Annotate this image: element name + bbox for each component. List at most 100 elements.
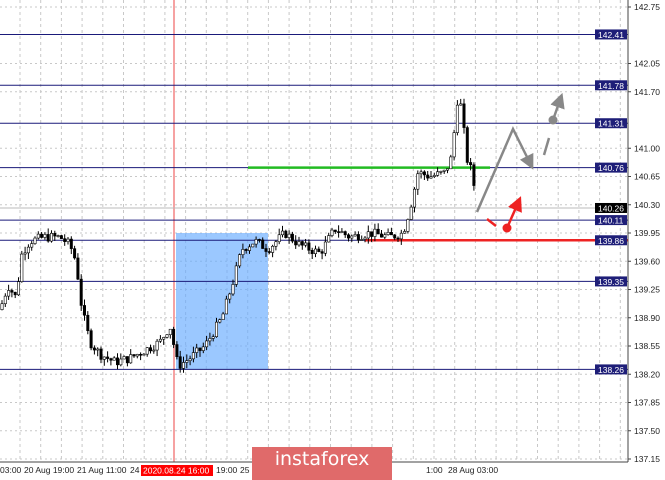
level-price-tag: 141.31 [598,119,624,129]
candle-body [422,171,426,176]
current-price-tag: 140.26 [598,203,624,213]
candle-body [333,229,337,232]
candle-body [10,290,14,293]
current-price-tag-bg [595,202,627,213]
price-tick-label: 137.85 [634,398,660,408]
candle-body [92,347,96,351]
candle-body [79,278,83,306]
candle-body [353,234,357,237]
level-price-tag-bg [595,364,627,375]
level-price-tag: 141.78 [598,81,624,91]
candle-body [162,337,166,340]
price-tick-label: 142.05 [634,59,660,69]
candle-body [158,338,162,342]
candle-body [215,321,219,338]
price-tick-label: 138.20 [634,369,660,379]
level-price-tag: 142.41 [598,30,624,40]
candle-body [455,104,459,133]
candle-body [330,229,334,236]
candle-body [340,231,344,233]
candle-body [297,241,301,246]
candle-body [165,334,169,338]
candle-body [139,353,143,356]
candle-body [112,357,116,361]
logo-text: instaforex [274,448,370,470]
candle-body [280,230,284,236]
level-price-tag: 140.76 [598,163,624,173]
level-price-tag-bg [595,215,627,226]
candle-body [231,284,235,295]
candle-body [393,234,397,239]
candle-body [426,174,430,179]
candle-body [73,248,77,259]
candle-body [135,353,139,357]
price-tick-label: 138.55 [634,341,660,351]
forecast-red-arrow [505,196,522,229]
candle-body [403,231,407,234]
candle-body [224,298,228,315]
time-tick-label: 03:00 [0,465,22,475]
candle-body [40,233,44,238]
candle-body [343,231,347,236]
candle-body [274,241,278,247]
candle-body [228,293,232,300]
candle-body [287,233,291,238]
candle-body [36,233,40,239]
price-tick-label: 141.00 [634,143,660,153]
candle-body [69,238,73,249]
candle-body [452,132,456,158]
candle-body [373,228,377,237]
candle-body [3,295,7,305]
candle-body [277,234,281,243]
candle-body [356,234,360,241]
candle-body [125,356,129,364]
candle-body [106,356,110,359]
price-tick-label: 137.50 [634,426,660,436]
level-price-tag: 140.11 [598,216,624,226]
candle-body [327,235,331,243]
candle-body [195,347,199,353]
candle-body [102,356,106,360]
candle-body [83,305,87,316]
candle-body [409,206,413,220]
level-price-tag: 139.86 [598,236,624,246]
candle-body [208,338,212,342]
level-price-tag-bg [595,80,627,91]
level-price-tag: 138.26 [598,365,624,375]
candle-body [129,354,133,364]
candle-body [389,232,393,236]
candle-body [363,237,367,240]
level-price-tag-bg [595,276,627,287]
candle-body [366,231,370,239]
candle-body [251,243,255,248]
candle-body [30,243,34,248]
candle-body [43,234,47,238]
price-tick-label: 139.95 [634,228,660,238]
candle-body [99,348,103,360]
candle-body [119,358,123,366]
candle-body [317,248,321,252]
candle-body [337,231,341,233]
candle-body [244,249,248,251]
candle-body [221,313,225,320]
level-price-tag-bg [595,235,627,246]
candle-body [459,103,463,106]
price-tick-label: 140.65 [634,172,660,182]
candle-body [294,240,298,246]
candle-body [142,353,146,356]
time-tick-label: 21 Aug 11:00 [77,465,127,475]
candle-body [145,347,149,355]
price-tick-label: 142.75 [634,2,660,12]
level-price-tag-bg [595,162,627,173]
candle-body [168,328,172,336]
candle-body [445,168,449,171]
candle-body [248,246,252,251]
candle-body [300,241,304,246]
candle-body [264,248,268,252]
candle-body [432,175,436,177]
candle-body [442,169,446,172]
candle-body [23,252,27,255]
candle-body [155,340,159,351]
candle-body [16,281,20,296]
candle-body [13,291,17,296]
